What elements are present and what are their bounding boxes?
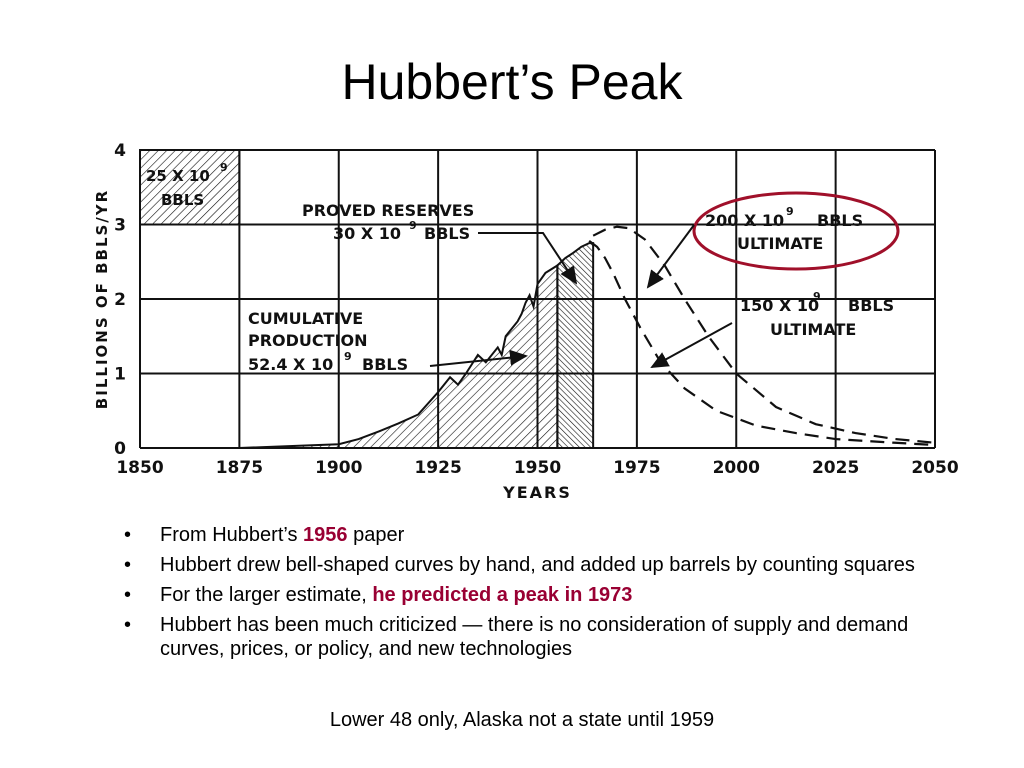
x-tick-label: 1875 (216, 458, 263, 478)
slide-title: Hubbert’s Peak (341, 54, 683, 110)
y-tick-label: 0 (114, 439, 126, 459)
chart-annotations: 25 X 10 9 BBLS PROVED RESERVES 30 X 10 9 BBLS C… (146, 161, 900, 374)
x-tick-label: 2000 (713, 458, 760, 478)
cumulative-production-area (239, 263, 559, 449)
bullet-marker: • (124, 524, 132, 546)
proved-reserves-area (556, 242, 595, 449)
scale-box-label: 25 X 10 (146, 167, 210, 185)
cumulative-production-label: PRODUCTION (248, 331, 368, 350)
chart-areas (139, 149, 595, 449)
bullet-highlight-text: 1956 (303, 524, 348, 546)
y-tick-label: 2 (114, 290, 126, 310)
bullet-item: • Hubbert has been much criticized — ther… (112, 613, 942, 661)
bullet-text: For the larger estimate, (160, 584, 373, 606)
proved-reserves-arrow (478, 232, 578, 285)
ultimate-150-value: 150 X 10 (740, 296, 819, 315)
ultimate-200-exponent: 9 (786, 205, 794, 218)
highlight-ellipse (692, 191, 900, 271)
bullet-highlight-text: he predicted a peak in 1973 (372, 584, 633, 606)
chart-ticks: 1850 1875 1900 1925 1950 1975 2000 2025 2050 0 1 2 3… (93, 141, 959, 502)
bullet-marker: • (124, 614, 132, 636)
scale-box-unit: BBLS (161, 191, 204, 209)
x-tick-label: 1900 (315, 458, 362, 478)
bullet-marker: • (124, 554, 132, 576)
ultimate-200-arrow (646, 224, 695, 289)
ultimate-150-unit: BBLS (848, 296, 894, 315)
ultimate-200-unit: BBLS (817, 211, 863, 230)
chart-curves (588, 225, 936, 447)
scale-box-exponent: 9 (220, 161, 228, 174)
proved-reserves-exponent: 9 (409, 219, 417, 232)
ultimate-150-label: ULTIMATE (770, 320, 856, 339)
x-tick-label: 1975 (613, 458, 660, 478)
footnote: Lower 48 only, Alaska not a state until … (329, 709, 715, 731)
cumulative-production-unit: BBLS (362, 355, 408, 374)
proved-reserves-unit: BBLS (424, 224, 470, 243)
bullet-marker: • (124, 584, 132, 606)
x-axis-label: YEARS (502, 483, 572, 502)
x-tick-label: 2025 (812, 458, 859, 478)
y-tick-label: 1 (114, 365, 126, 385)
proved-reserves-label: PROVED RESERVES (302, 201, 474, 220)
bullet-text: Hubbert drew bell-shaped curves by hand,… (160, 554, 915, 576)
ultimate-200-value: 200 X 10 (705, 211, 784, 230)
bullet-text: From Hubbert’s (160, 524, 304, 546)
scale-box (139, 149, 241, 226)
ultimate-200-curve (592, 225, 936, 444)
bullet-text: Hubbert has been much criticized — there… (160, 614, 909, 660)
y-axis-label: BILLIONS OF BBLS/YR (93, 189, 111, 409)
hubbert-peak-chart: 1850 1875 1900 1925 1950 1975 2000 2025 2050 0 1 2 3… (93, 141, 959, 502)
bullet-item: • From Hubbert’s 1956 paper (112, 523, 942, 547)
ultimate-150-curve (588, 240, 936, 447)
x-tick-label: 1925 (414, 458, 461, 478)
cumulative-production-exponent: 9 (344, 350, 352, 363)
x-tick-label: 1850 (116, 458, 163, 478)
y-tick-label: 3 (114, 216, 126, 236)
ultimate-150-arrow (650, 322, 733, 368)
bullet-item: • For the larger estimate, he predicted a… (112, 583, 942, 607)
cumulative-production-label: CUMULATIVE (248, 309, 363, 328)
cumulative-production-arrow (429, 349, 528, 367)
y-tick-label: 4 (114, 141, 126, 161)
proved-reserves-value: 30 X 10 (333, 224, 401, 243)
cumulative-production-value: 52.4 X 10 (248, 355, 333, 374)
bullet-item: • Hubbert drew bell-shaped curves by hand… (112, 553, 942, 577)
x-tick-label: 2050 (911, 458, 958, 478)
ultimate-150-exponent: 9 (813, 290, 821, 303)
bullet-text: paper (347, 524, 405, 546)
ultimate-200-label: ULTIMATE (737, 234, 823, 253)
bullet-list: • From Hubbert’s 1956 paper • Hubbert drew … (112, 523, 942, 667)
x-tick-label: 1950 (514, 458, 561, 478)
chart-grid (139, 149, 936, 449)
